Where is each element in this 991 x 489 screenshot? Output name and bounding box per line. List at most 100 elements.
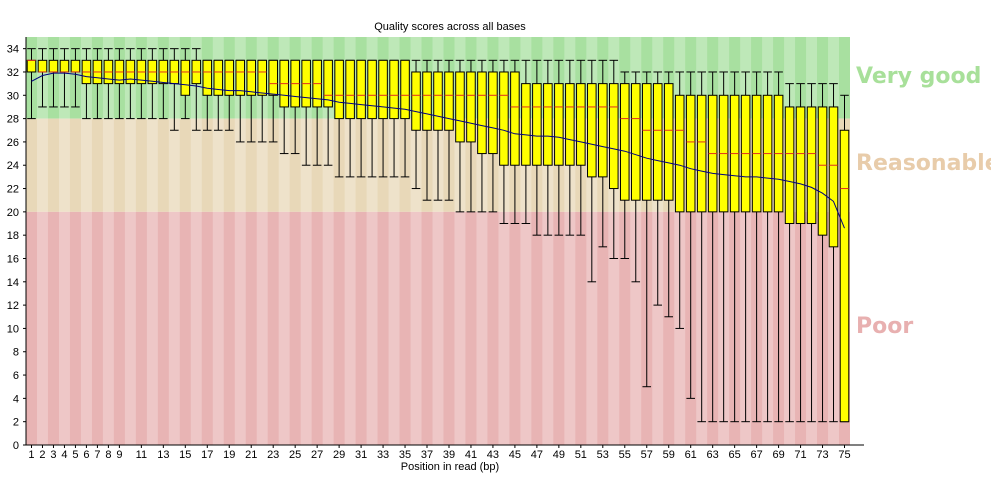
y-tick-label: 24: [7, 160, 19, 172]
position-stripe: [476, 37, 488, 445]
box: [466, 71, 476, 143]
position-stripe: [498, 37, 510, 445]
box-position-21: [246, 59, 257, 143]
box: [389, 59, 399, 120]
box-position-4: [59, 48, 70, 108]
position-stripe: [36, 37, 48, 445]
x-tick-label: 35: [399, 449, 411, 461]
x-tick-label: 23: [267, 449, 279, 461]
box: [806, 106, 817, 225]
y-tick-label: 14: [7, 277, 19, 289]
position-stripe: [344, 37, 356, 445]
box-position-31: [356, 59, 366, 178]
box: [817, 106, 828, 236]
box: [59, 59, 70, 73]
box-position-36: [411, 59, 421, 190]
box-position-24: [279, 59, 289, 155]
box-position-20: [235, 59, 246, 143]
box: [674, 94, 685, 213]
box: [630, 83, 641, 201]
box: [246, 59, 257, 96]
box-position-42: [477, 59, 487, 213]
x-tick-label: 3: [50, 449, 56, 461]
box-position-27: [312, 59, 322, 166]
y-tick-label: 30: [7, 90, 19, 102]
box-position-63: [707, 71, 718, 423]
position-stripe: [564, 37, 576, 445]
box-position-12: [147, 48, 158, 120]
box-position-49: [554, 59, 564, 236]
box-position-32: [367, 59, 377, 178]
position-stripe: [256, 37, 268, 445]
box-position-74: [828, 83, 839, 423]
x-tick-label: 31: [355, 449, 367, 461]
box-position-65: [729, 71, 740, 423]
box-position-7: [92, 48, 103, 120]
box: [795, 106, 806, 225]
box-position-17: [202, 59, 213, 131]
box: [663, 83, 674, 201]
box-position-1: [26, 48, 37, 120]
x-tick-label: 49: [553, 449, 565, 461]
x-tick-label: 67: [750, 449, 762, 461]
x-tick-label: 47: [531, 449, 543, 461]
x-tick-label: 2: [39, 449, 45, 461]
x-tick-label: 5: [72, 449, 78, 461]
x-tick-label: 39: [443, 449, 455, 461]
box-position-29: [334, 59, 344, 178]
x-tick-label: 25: [289, 449, 301, 461]
box: [477, 71, 487, 155]
box: [609, 83, 619, 190]
axes: [23, 37, 864, 448]
box-position-51: [576, 59, 586, 236]
zone-label-poor: Poor: [856, 314, 914, 340]
box-position-38: [433, 59, 443, 201]
x-tick-label: 9: [116, 449, 122, 461]
y-tick-label: 10: [7, 323, 19, 335]
box-position-72: [806, 83, 817, 423]
box: [554, 83, 564, 166]
y-tick-label: 12: [7, 300, 19, 312]
box: [652, 83, 663, 201]
box: [696, 94, 707, 213]
box-position-66: [740, 71, 751, 423]
box-position-73: [817, 83, 828, 423]
box-position-34: [389, 59, 399, 178]
box-position-62: [696, 71, 707, 423]
box-position-30: [345, 59, 355, 178]
position-stripe: [190, 37, 202, 445]
position-stripe: [212, 37, 224, 445]
y-tick-label: 8: [13, 347, 19, 359]
box: [422, 71, 432, 131]
box-position-47: [532, 59, 542, 236]
box-position-43: [488, 59, 498, 213]
x-tick-label: 75: [838, 449, 850, 461]
position-stripe: [432, 37, 444, 445]
x-tick-label: 57: [641, 449, 653, 461]
box-position-19: [224, 59, 235, 131]
x-tick-label: 15: [179, 449, 191, 461]
x-tick-label: 41: [465, 449, 477, 461]
box-position-48: [543, 59, 553, 236]
x-tick-label: 43: [487, 449, 499, 461]
x-tick-label: 69: [772, 449, 784, 461]
x-tick-label: 61: [685, 449, 697, 461]
box-position-75: [839, 94, 850, 423]
box: [37, 59, 48, 73]
x-tick-label: 11: [136, 449, 147, 461]
zone-label-reasonable: Reasonable: [856, 151, 991, 177]
x-tick-label: 73: [816, 449, 828, 461]
position-stripe: [388, 37, 400, 445]
box-position-25: [290, 59, 300, 155]
box: [257, 59, 267, 96]
box: [444, 71, 454, 131]
box: [619, 83, 630, 201]
box-position-67: [751, 71, 762, 423]
box-position-23: [268, 59, 278, 143]
box-position-39: [444, 59, 454, 201]
box-position-37: [422, 59, 432, 201]
box-position-15: [180, 48, 191, 120]
box-position-9: [114, 48, 125, 120]
box-position-10: [125, 48, 136, 120]
